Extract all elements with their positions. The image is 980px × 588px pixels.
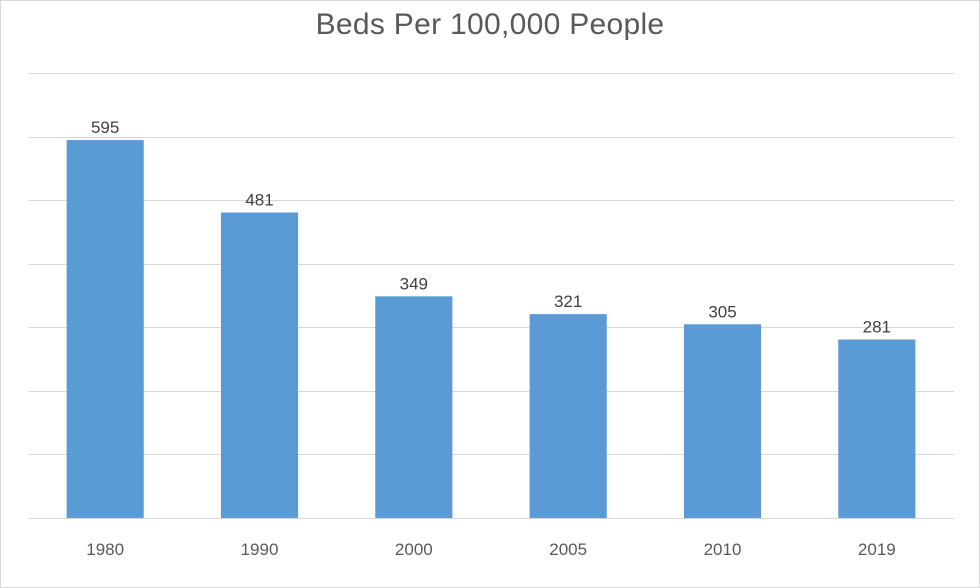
x-tick-label-1990: 1990 bbox=[241, 540, 279, 559]
chart-title: Beds Per 100,000 People bbox=[315, 8, 665, 41]
data-label-2010: 305 bbox=[708, 302, 736, 321]
bar-2005 bbox=[529, 314, 607, 518]
data-labels: 595 481 349 321 305 281 bbox=[91, 118, 891, 336]
data-label-2005: 321 bbox=[554, 292, 582, 311]
data-label-1980: 595 bbox=[91, 118, 119, 137]
x-axis-labels: 1980 1990 2000 2005 2010 2019 bbox=[86, 540, 895, 559]
x-tick-label-2010: 2010 bbox=[704, 540, 742, 559]
x-tick-label-2005: 2005 bbox=[549, 540, 587, 559]
bar-1980 bbox=[66, 140, 144, 518]
data-label-2019: 281 bbox=[863, 318, 891, 337]
bar-2019 bbox=[838, 339, 916, 518]
bar-2010 bbox=[683, 324, 762, 518]
x-tick-label-2000: 2000 bbox=[395, 540, 433, 559]
data-label-1990: 481 bbox=[245, 190, 273, 209]
data-label-2000: 349 bbox=[400, 274, 428, 293]
x-tick-label-1980: 1980 bbox=[86, 540, 124, 559]
bar-2000 bbox=[375, 296, 453, 518]
bars bbox=[66, 140, 916, 518]
bar-1990 bbox=[220, 212, 299, 518]
gridlines bbox=[28, 73, 954, 519]
x-tick-label-2019: 2019 bbox=[858, 540, 896, 559]
